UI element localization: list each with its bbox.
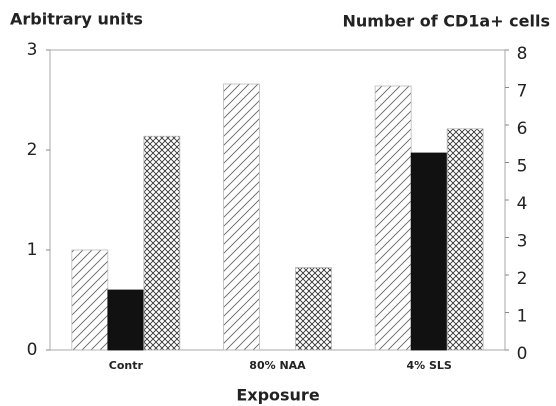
y2-tick-label: 3 [517,232,528,252]
y2-tick-label: 1 [517,307,528,327]
y2-tick-label: 2 [517,269,528,289]
bar [374,85,412,351]
bar [446,128,484,351]
y2-tick-label: 7 [517,82,528,102]
bar [295,267,332,351]
x-tick-label: Contr [109,359,144,372]
y2-tick-label: 8 [517,44,528,64]
y2-axis-label: Number of CD1a+ cells [343,12,551,31]
y2-tick-label: 5 [517,157,528,177]
bar [143,135,181,351]
bar [410,152,448,351]
y-tick-label: 1 [27,240,38,260]
x-tick-label: 80% NAA [249,359,306,372]
bar [107,289,145,351]
y-tick-label: 2 [27,140,38,160]
y2-tick-label: 0 [517,344,528,364]
y2-tick-label: 6 [517,119,528,139]
bar [223,83,260,351]
x-axis-label: Exposure [236,386,320,405]
y-tick-label: 3 [27,40,38,60]
y-axis-label: Arbitrary units [10,10,143,29]
y2-tick-label: 4 [517,194,528,214]
y-tick-label: 0 [27,340,38,360]
x-tick-label: 4% SLS [406,359,451,372]
bar [71,249,109,351]
